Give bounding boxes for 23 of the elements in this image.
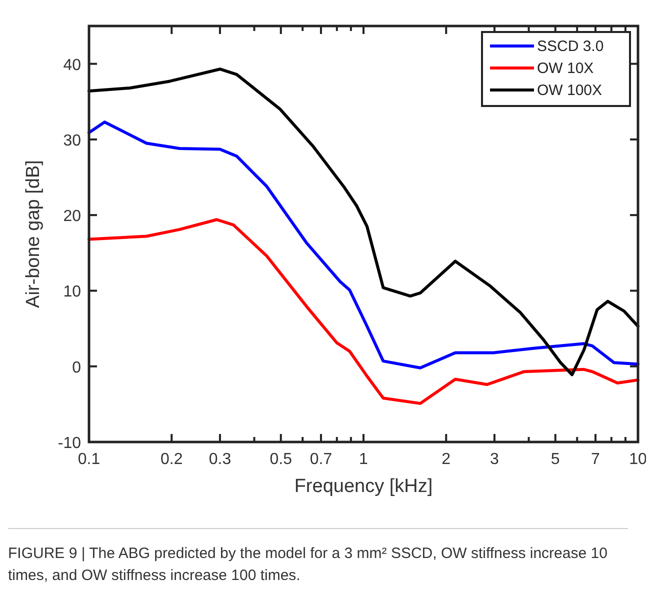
x-axis-title: Frequency [kHz] [294,476,433,497]
x-tick-label: 3 [490,451,500,468]
legend-label: OW 100X [537,82,602,99]
x-tick-label: 0.3 [208,451,232,468]
x-tick-label: 2 [442,451,451,468]
x-tick-label: 10 [629,451,647,468]
caption: FIGURE 9 | The ABG predicted by the model for a 3 mm² SSCD, OW stiffness increase 10 times, and OW stiffness increase 100 times. [8,528,628,587]
y-axis-title: Air-bone gap [dB] [23,160,44,308]
x-tick-label: 0.5 [270,451,292,468]
y-tick-label: 30 [63,132,82,150]
y-tick-label: 10 [63,284,82,301]
x-tick-label: 0.7 [310,451,332,468]
y-tick-label: 0 [72,359,82,376]
y-tick-label: -10 [58,435,82,452]
x-tick-label: 5 [550,451,560,468]
x-tick-label: 0.2 [160,451,183,468]
y-tick-label: 40 [63,56,82,74]
x-tick-label: 1 [359,451,368,468]
y-tick-label: 20 [63,208,82,226]
x-tick-label: 0.1 [78,451,100,468]
legend-label: OW 10X [537,60,594,77]
legend-label: SSCD 3.0 [537,38,604,55]
x-tick-label: 7 [591,451,600,468]
